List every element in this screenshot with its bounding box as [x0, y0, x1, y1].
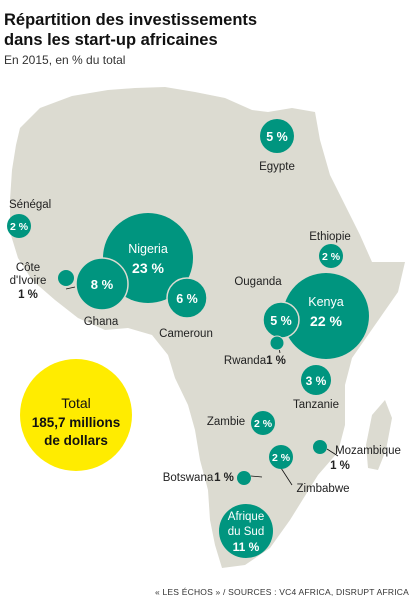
ouganda-value: 5 %	[270, 314, 292, 328]
senegal-label: Sénégal	[9, 199, 51, 211]
subtitle: En 2015, en % du total	[4, 53, 125, 67]
total-amount-2: de dollars	[44, 433, 108, 448]
bubble-kenya	[283, 273, 369, 359]
zimbabwe-value: 2 %	[272, 452, 291, 464]
ghana-value: 8 %	[91, 277, 114, 292]
ouganda-label: Ouganda	[234, 276, 282, 288]
source-note: « LES ÉCHOS » / SOURCES : VC4 AFRICA, DI…	[155, 587, 409, 597]
egypte-label: Egypte	[259, 161, 295, 173]
bubble-senegal	[7, 214, 31, 238]
mozambique-value: 1 %	[330, 460, 350, 472]
bubble-zimbabwe	[269, 445, 293, 469]
total-label: Total	[61, 395, 91, 411]
nigeria-name: Nigeria	[128, 242, 168, 256]
ethiopie-label: Ethiopie	[309, 231, 351, 243]
cameroun-label: Cameroun	[159, 328, 213, 340]
cote-label-2: d'Ivoire	[10, 275, 47, 287]
afs-name-1: Afrique	[228, 511, 264, 523]
nigeria-value: 23 %	[132, 260, 164, 276]
mozambique-label: Mozambique	[335, 445, 401, 457]
madagascar	[366, 400, 392, 470]
tanzanie-value: 3 %	[306, 374, 327, 388]
title-line-1: Répartition des investissements	[4, 11, 257, 29]
bubble-afrique-du-sud	[219, 504, 273, 558]
bubble-tanzanie	[301, 365, 331, 395]
bubble-botswana	[237, 471, 251, 485]
bubble-ethiopie	[319, 244, 343, 268]
bubble-zambie	[251, 411, 275, 435]
ghana-label: Ghana	[84, 316, 119, 328]
cote-label-1: Côte	[16, 262, 40, 274]
rwanda-label: Rwanda	[224, 355, 267, 367]
bubble-cameroun	[166, 277, 208, 319]
afs-name-2: du Sud	[228, 526, 264, 538]
botswana-label: Botswana	[163, 472, 214, 484]
afs-value: 11 %	[233, 540, 260, 554]
kenya-value: 22 %	[310, 313, 342, 329]
botswana-value: 1 %	[214, 472, 234, 484]
total-badge	[20, 359, 132, 471]
cameroun-value: 6 %	[176, 292, 198, 306]
bubble-cote-divoire	[58, 270, 74, 286]
africa-landmass	[10, 87, 405, 568]
title-line-2: dans les start-up africaines	[4, 31, 218, 49]
bubble-ghana	[75, 257, 129, 311]
egypte-value: 5 %	[266, 130, 288, 144]
rwanda-value: 1 %	[266, 355, 286, 367]
zimbabwe-label: Zimbabwe	[296, 483, 349, 495]
zambie-label: Zambie	[207, 416, 245, 428]
bubble-egypte	[260, 119, 294, 153]
zambie-value: 2 %	[254, 418, 273, 430]
cote-value: 1 %	[18, 289, 38, 301]
bubble-mozambique	[313, 440, 327, 454]
bubble-rwanda	[269, 335, 285, 351]
ethiopie-value: 2 %	[322, 251, 341, 263]
kenya-name: Kenya	[308, 295, 343, 309]
tanzanie-label: Tanzanie	[293, 399, 339, 411]
senegal-value: 2 %	[10, 221, 29, 233]
total-amount-1: 185,7 millions	[32, 415, 121, 430]
